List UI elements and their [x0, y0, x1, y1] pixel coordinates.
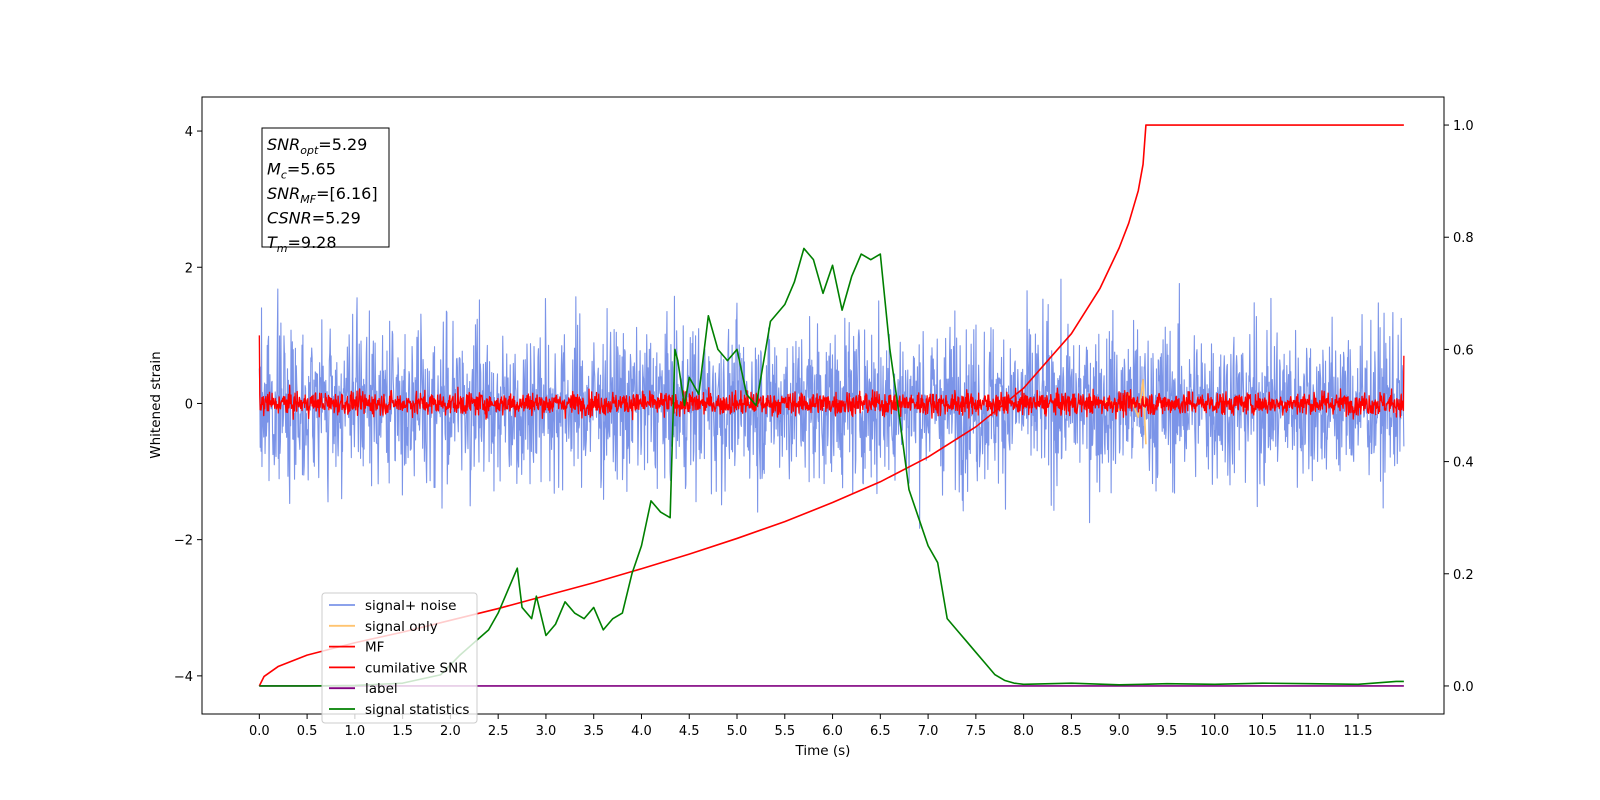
legend-label: signal only	[365, 619, 438, 635]
x-tick-label: 9.0	[1109, 724, 1130, 739]
y-tick-label: 4	[185, 125, 193, 140]
x-tick-label: 8.0	[1013, 724, 1034, 739]
plot-frame	[201, 96, 1445, 715]
x-tick-label: 1.0	[345, 724, 366, 739]
legend-label: signal statistics	[365, 702, 469, 718]
x-tick-label: 4.5	[679, 724, 700, 739]
annotation-line: SNRopt=5.29	[267, 135, 367, 157]
annotation-line: SNRMF=[6.16]	[267, 184, 378, 206]
x-tick-label: 11.5	[1344, 724, 1373, 739]
legend-frame	[321, 592, 478, 724]
x-tick-label: 9.5	[1157, 724, 1178, 739]
x-tick-label: 7.5	[966, 724, 987, 739]
series-signal-statistics	[259, 247, 1404, 687]
y2-tick-label: 0.6	[1453, 343, 1474, 358]
x-tick-label: 8.5	[1061, 724, 1082, 739]
x-tick-label: 2.5	[488, 724, 509, 739]
series-mf	[258, 335, 1405, 421]
x-tick-label: 0.5	[297, 724, 318, 739]
x-tick-label: 5.0	[727, 724, 748, 739]
legend: signal+ noise signal only MF cumilative SNR…	[321, 592, 478, 724]
x-tick-label: 5.5	[774, 724, 795, 739]
y2-tick-label: 0.0	[1453, 680, 1474, 695]
y-tick-label: −2	[174, 534, 193, 549]
y-axis-left: −4 −2 0 2 4	[174, 125, 202, 685]
legend-label: cumilative SNR	[365, 660, 468, 676]
y2-tick-label: 0.4	[1453, 456, 1474, 471]
x-tick-label: 4.0	[631, 724, 652, 739]
x-tick-label: 11.0	[1296, 724, 1325, 739]
x-tick-label: 10.0	[1200, 724, 1229, 739]
x-tick-label: 7.0	[918, 724, 939, 739]
x-tick-label: 0.0	[249, 724, 270, 739]
y2-tick-label: 0.8	[1453, 231, 1474, 246]
x-axis: 0.0 0.5 1.0 1.5 2.0 2.5 3.0 3.5 4.0 4.5 5.0 5.5 6.0 6…	[249, 714, 1373, 739]
x-tick-label: 1.5	[392, 724, 413, 739]
x-tick-label: 3.5	[583, 724, 604, 739]
annotation-line: Mc=5.65	[267, 160, 336, 182]
annotation-line: CSNR=5.29	[267, 209, 361, 228]
y-axis-right: 0.0 0.2 0.4 0.6 0.8 1.0	[1444, 119, 1474, 695]
x-axis-label: Time (s)	[795, 743, 851, 759]
x-tick-label: 3.0	[536, 724, 557, 739]
y2-tick-label: 1.0	[1453, 119, 1474, 134]
y-tick-label: 2	[185, 261, 193, 276]
x-tick-label: 10.5	[1248, 724, 1277, 739]
y-tick-label: −4	[174, 670, 193, 685]
y2-tick-label: 0.2	[1453, 568, 1474, 583]
legend-label: label	[365, 681, 398, 697]
series-signal-noise	[258, 278, 1405, 529]
y-axis-label: Whitened strain	[148, 351, 164, 458]
legend-label: signal+ noise	[365, 598, 456, 614]
y-tick-label: 0	[185, 397, 193, 412]
x-tick-label: 6.0	[822, 724, 843, 739]
annotation-frame	[261, 127, 390, 248]
annotation-line: Tm=9.28	[267, 233, 337, 255]
x-tick-label: 6.5	[870, 724, 891, 739]
legend-label: MF	[365, 640, 384, 656]
x-tick-label: 2.0	[440, 724, 461, 739]
